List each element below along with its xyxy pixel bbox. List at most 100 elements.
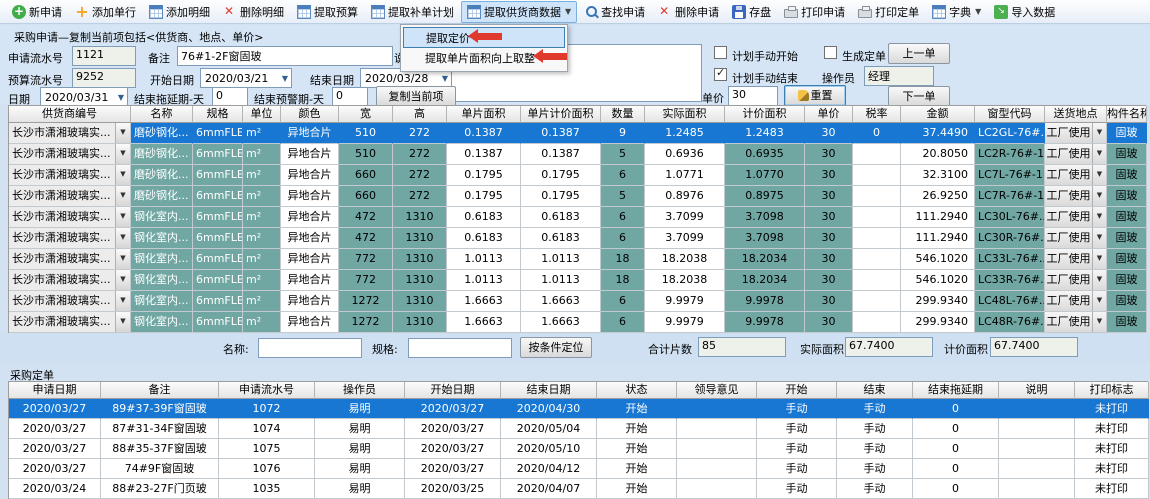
column-header[interactable]: 打印标志 [1075,382,1149,399]
manual-end-checkbox[interactable] [714,66,727,81]
toolbar-button-print-request[interactable]: 打印申请 [778,1,851,23]
delivery-button-cell[interactable]: 工厂使用 ▼ [1045,144,1107,165]
delivery-button-cell[interactable]: 工厂使用 ▼ [1045,207,1107,228]
chevron-down-icon[interactable]: ▼ [117,92,124,102]
chevron-down-icon[interactable]: ▼ [1092,186,1106,206]
toolbar-button-delete-request[interactable]: 删除申请 [652,1,725,23]
supplier-combo-cell[interactable]: 长沙市潇湘玻璃实... ▼ [9,312,131,333]
supplier-combo-cell[interactable]: 长沙市潇湘玻璃实... ▼ [9,123,131,144]
toolbar-button-delete-detail[interactable]: 删除明细 [217,1,290,23]
column-header[interactable]: 窗型代码 [975,106,1045,123]
table-row[interactable]: 长沙市潇湘玻璃实...▼磨砂钢化...6mmFLE...m²异地合片660272… [8,186,1147,207]
toolbar-button-print-order[interactable]: 打印定单 [852,1,925,23]
chevron-down-icon[interactable]: ▼ [281,73,288,83]
date-picker[interactable]: 2020/03/31 ▼ [40,87,128,107]
remark-field[interactable]: 76#1-2F窗固玻 [177,46,393,66]
chevron-down-icon[interactable]: ▼ [1092,123,1106,143]
unit-price-field[interactable]: 30 [728,86,778,106]
table-row[interactable]: 2020/03/27 87#31-34F窗固玻 1074 易明 2020/03/27 20… [8,419,1149,439]
table-row[interactable]: 长沙市潇湘玻璃实...▼钢化室内...6mmFLE...m²异地合片472131… [8,207,1147,228]
supplier-combo-cell[interactable]: 长沙市潇湘玻璃实... ▼ [9,186,131,207]
table-row[interactable]: 长沙市潇湘玻璃实...▼钢化室内...6mmFLE...m²异地合片772131… [8,249,1147,270]
table-row[interactable]: 2020/03/27 88#35-37F窗固玻 1075 易明 2020/03/27 20… [8,439,1149,459]
chevron-down-icon[interactable]: ▼ [1092,207,1106,227]
column-header[interactable]: 申请流水号 [219,382,315,399]
chevron-down-icon[interactable]: ▼ [1092,228,1106,248]
menu-item[interactable]: 提取定价 [403,27,565,48]
toolbar-button-save[interactable]: 存盘 [726,1,777,23]
filter-spec-input[interactable] [408,338,512,358]
column-header[interactable]: 供货商编号 [9,106,131,123]
delivery-button-cell[interactable]: 工厂使用 ▼ [1045,165,1107,186]
column-header[interactable]: 颜色 [281,106,339,123]
chevron-down-icon[interactable]: ▼ [1092,270,1106,290]
chevron-down-icon[interactable]: ▼ [115,228,130,248]
column-header[interactable]: 规格 [193,106,243,123]
table-row[interactable]: 长沙市潇湘玻璃实...▼磨砂钢化...6mmFLE...m²异地合片510272… [8,123,1147,144]
supplier-combo-cell[interactable]: 长沙市潇湘玻璃实... ▼ [9,228,131,249]
column-header[interactable]: 结束 [837,382,913,399]
supplier-combo-cell[interactable]: 长沙市潇湘玻璃实... ▼ [9,207,131,228]
chevron-down-icon[interactable]: ▼ [115,207,130,227]
column-header[interactable]: 构件名称 [1107,106,1147,123]
supplier-combo-cell[interactable]: 长沙市潇湘玻璃实... ▼ [9,249,131,270]
delivery-button-cell[interactable]: 工厂使用 ▼ [1045,249,1107,270]
delivery-button-cell[interactable]: 工厂使用 ▼ [1045,186,1107,207]
toolbar-button-search[interactable]: 查找申请 [578,1,651,23]
column-header[interactable]: 高 [393,106,447,123]
table-row[interactable]: 长沙市潇湘玻璃实...▼钢化室内...6mmFLE...m²异地合片127213… [8,312,1147,333]
toolbar-button-import-data[interactable]: 导入数据 [988,1,1061,23]
start-date-picker[interactable]: 2020/03/21 ▼ [200,68,292,88]
column-header[interactable]: 计价面积 [725,106,805,123]
table-row[interactable]: 2020/03/24 88#23-27F门页玻 1035 易明 2020/03/25 20… [8,479,1149,499]
copy-current-button[interactable]: 复制当前项 [376,86,456,107]
delivery-button-cell[interactable]: 工厂使用 ▼ [1045,123,1107,144]
column-header[interactable]: 结束拖延期 [913,382,999,399]
supplier-combo-cell[interactable]: 长沙市潇湘玻璃实... ▼ [9,144,131,165]
chevron-down-icon[interactable]: ▼ [565,7,572,16]
table-row[interactable]: 长沙市潇湘玻璃实...▼磨砂钢化...6mmFLE...m²异地合片660272… [8,165,1147,186]
locate-button[interactable]: 按条件定位 [520,337,592,358]
toolbar-button-extract-budget[interactable]: 提取预算 [291,1,364,23]
chevron-down-icon[interactable]: ▼ [975,7,982,16]
toolbar-button-extract-supplier-data[interactable]: 提取供货商数据 ▼ [461,0,578,23]
chevron-down-icon[interactable]: ▼ [1092,312,1106,332]
table-row[interactable]: 2020/03/27 74#9F窗固玻 1076 易明 2020/03/27 2020/0… [8,459,1149,479]
column-header[interactable]: 名称 [131,106,193,123]
column-header[interactable]: 单价 [805,106,853,123]
column-header[interactable]: 开始日期 [405,382,501,399]
toolbar-button-add-detail[interactable]: 添加明细 [143,1,216,23]
chevron-down-icon[interactable]: ▼ [1092,291,1106,311]
toolbar-button-new-request[interactable]: 新申请 [6,1,68,23]
chevron-down-icon[interactable]: ▼ [115,165,130,185]
column-header[interactable]: 单片面积 [447,106,521,123]
chevron-down-icon[interactable]: ▼ [115,144,130,164]
toolbar-button-extract-supplement-plan[interactable]: 提取补单计划 [365,1,460,23]
delivery-button-cell[interactable]: 工厂使用 ▼ [1045,312,1107,333]
column-header[interactable]: 操作员 [315,382,405,399]
manual-start-checkbox[interactable] [714,46,727,59]
column-header[interactable]: 实际面积 [645,106,725,123]
chevron-down-icon[interactable]: ▼ [1092,165,1106,185]
column-header[interactable]: 结束日期 [501,382,597,399]
column-header[interactable]: 领导意见 [677,382,757,399]
warn-field[interactable]: 0 [332,87,368,107]
operator-field[interactable]: 经理 [864,66,934,86]
supplier-combo-cell[interactable]: 长沙市潇湘玻璃实... ▼ [9,165,131,186]
column-header[interactable]: 说明 [999,382,1075,399]
column-header[interactable]: 数量 [601,106,645,123]
column-header[interactable]: 宽 [339,106,393,123]
prev-order-button[interactable]: 上一单 [888,43,950,64]
chevron-down-icon[interactable]: ▼ [115,312,130,332]
reset-button[interactable]: 重置 [784,85,846,106]
column-header[interactable]: 备注 [101,382,219,399]
column-header[interactable]: 单片计价面积 [521,106,601,123]
toolbar-button-add-row[interactable]: 添加单行 [69,1,142,23]
request-no-field[interactable]: 1121 [72,46,136,66]
delivery-button-cell[interactable]: 工厂使用 ▼ [1045,228,1107,249]
delay-field[interactable]: 0 [212,87,248,107]
chevron-down-icon[interactable]: ▼ [115,123,130,143]
column-header[interactable]: 送货地点 [1045,106,1107,123]
chevron-down-icon[interactable]: ▼ [1092,249,1106,269]
supplier-combo-cell[interactable]: 长沙市潇湘玻璃实... ▼ [9,291,131,312]
